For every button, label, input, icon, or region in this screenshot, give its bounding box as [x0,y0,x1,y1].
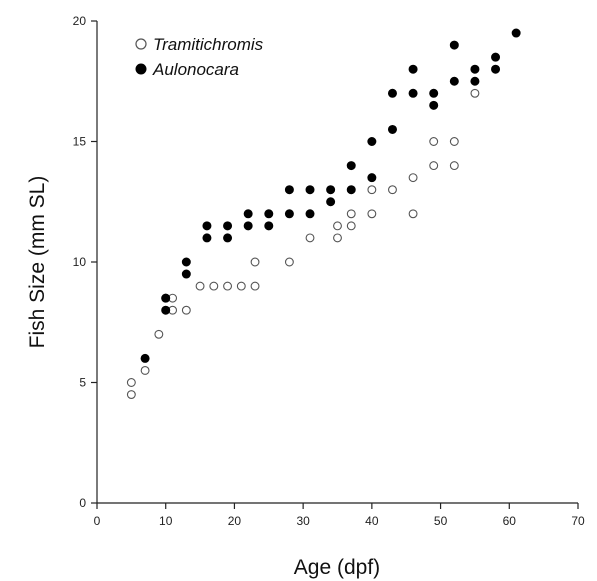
aulonocara-point [223,233,233,243]
aulonocara-point [429,88,439,98]
tramitichromis-point [367,185,377,195]
tramitichromis-point [126,378,136,387]
aulonocara-point [387,88,397,98]
series-tramitichromis [126,88,480,399]
tramitichromis-point [408,173,418,183]
tramitichromis-point [470,88,480,98]
tramitichromis-point [305,233,315,243]
tramitichromis-point [346,209,356,219]
tramitichromis-point [250,257,260,267]
x-ticks: 0 10 20 30 40 50 60 70 [94,503,585,528]
aulonocara-point [161,293,171,303]
legend-label-tramitichromis: Tramitichromis [153,35,264,54]
y-tick-label: 0 [79,496,86,510]
aulonocara-point [491,64,501,74]
tramitichromis-point [429,137,439,146]
tramitichromis-point [388,185,397,195]
aulonocara-point [387,124,397,134]
tramitichromis-point [284,257,294,267]
y-ticks: 0 5 10 15 20 [73,14,97,510]
aulonocara-point [367,173,377,183]
tramitichromis-point [333,221,342,231]
aulonocara-point [367,136,377,146]
x-tick-label: 0 [94,514,101,528]
y-tick-label: 10 [73,255,87,269]
aulonocara-point [346,185,356,195]
aulonocara-point [491,52,501,62]
aulonocara-point [346,161,356,171]
aulonocara-point [140,353,150,363]
tramitichromis-point [429,161,439,171]
tramitichromis-point [367,209,377,219]
y-axis-title: Fish Size (mm SL) [26,176,49,349]
tramitichromis-point [333,233,342,243]
legend-marker-tramitichromis [135,38,147,50]
axes [96,21,578,504]
x-tick-label: 70 [571,514,585,528]
legend-marker-aulonocara [135,63,147,75]
aulonocara-point [243,209,253,219]
aulonocara-point [181,257,191,267]
tramitichromis-point [250,281,260,291]
aulonocara-point [202,221,212,231]
aulonocara-point [243,221,253,231]
aulonocara-point [449,76,459,86]
tramitichromis-point [209,281,219,291]
aulonocara-point [511,28,521,38]
aulonocara-point [284,209,294,219]
aulonocara-point [181,269,191,279]
tramitichromis-point [154,329,164,339]
aulonocara-point [449,40,459,50]
tramitichromis-point [140,366,150,375]
x-tick-label: 40 [365,514,379,528]
aulonocara-point [223,221,233,231]
aulonocara-point [264,209,274,219]
x-tick-label: 30 [296,514,310,528]
x-tick-label: 60 [503,514,517,528]
aulonocara-point [408,88,418,98]
legend: Tramitichromis Aulonocara [135,35,264,79]
x-axis-title: Age (dpf) [294,556,380,579]
x-tick-label: 50 [434,514,448,528]
tramitichromis-point [181,305,191,315]
tramitichromis-point [408,209,418,219]
data-points [126,28,521,399]
x-tick-label: 20 [228,514,242,528]
tramitichromis-point [449,137,459,146]
y-tick-label: 20 [73,14,87,28]
aulonocara-point [408,64,418,74]
aulonocara-point [161,305,171,315]
y-tick-label: 5 [79,376,86,390]
aulonocara-point [470,76,480,86]
tramitichromis-point [236,281,246,291]
tramitichromis-point [126,390,136,399]
aulonocara-point [326,185,336,195]
aulonocara-point [470,64,480,74]
series-aulonocara [140,28,521,363]
x-tick-label: 10 [159,514,173,528]
aulonocara-point [429,100,439,110]
aulonocara-point [305,209,315,219]
aulonocara-point [284,185,294,195]
tramitichromis-point [195,281,205,291]
aulonocara-point [264,221,274,231]
tramitichromis-point [449,161,459,171]
aulonocara-point [202,233,212,243]
y-tick-label: 15 [73,135,87,149]
tramitichromis-point [346,221,356,231]
tramitichromis-point [223,281,233,291]
aulonocara-point [305,185,315,195]
aulonocara-point [326,197,336,207]
legend-label-aulonocara: Aulonocara [152,60,239,79]
